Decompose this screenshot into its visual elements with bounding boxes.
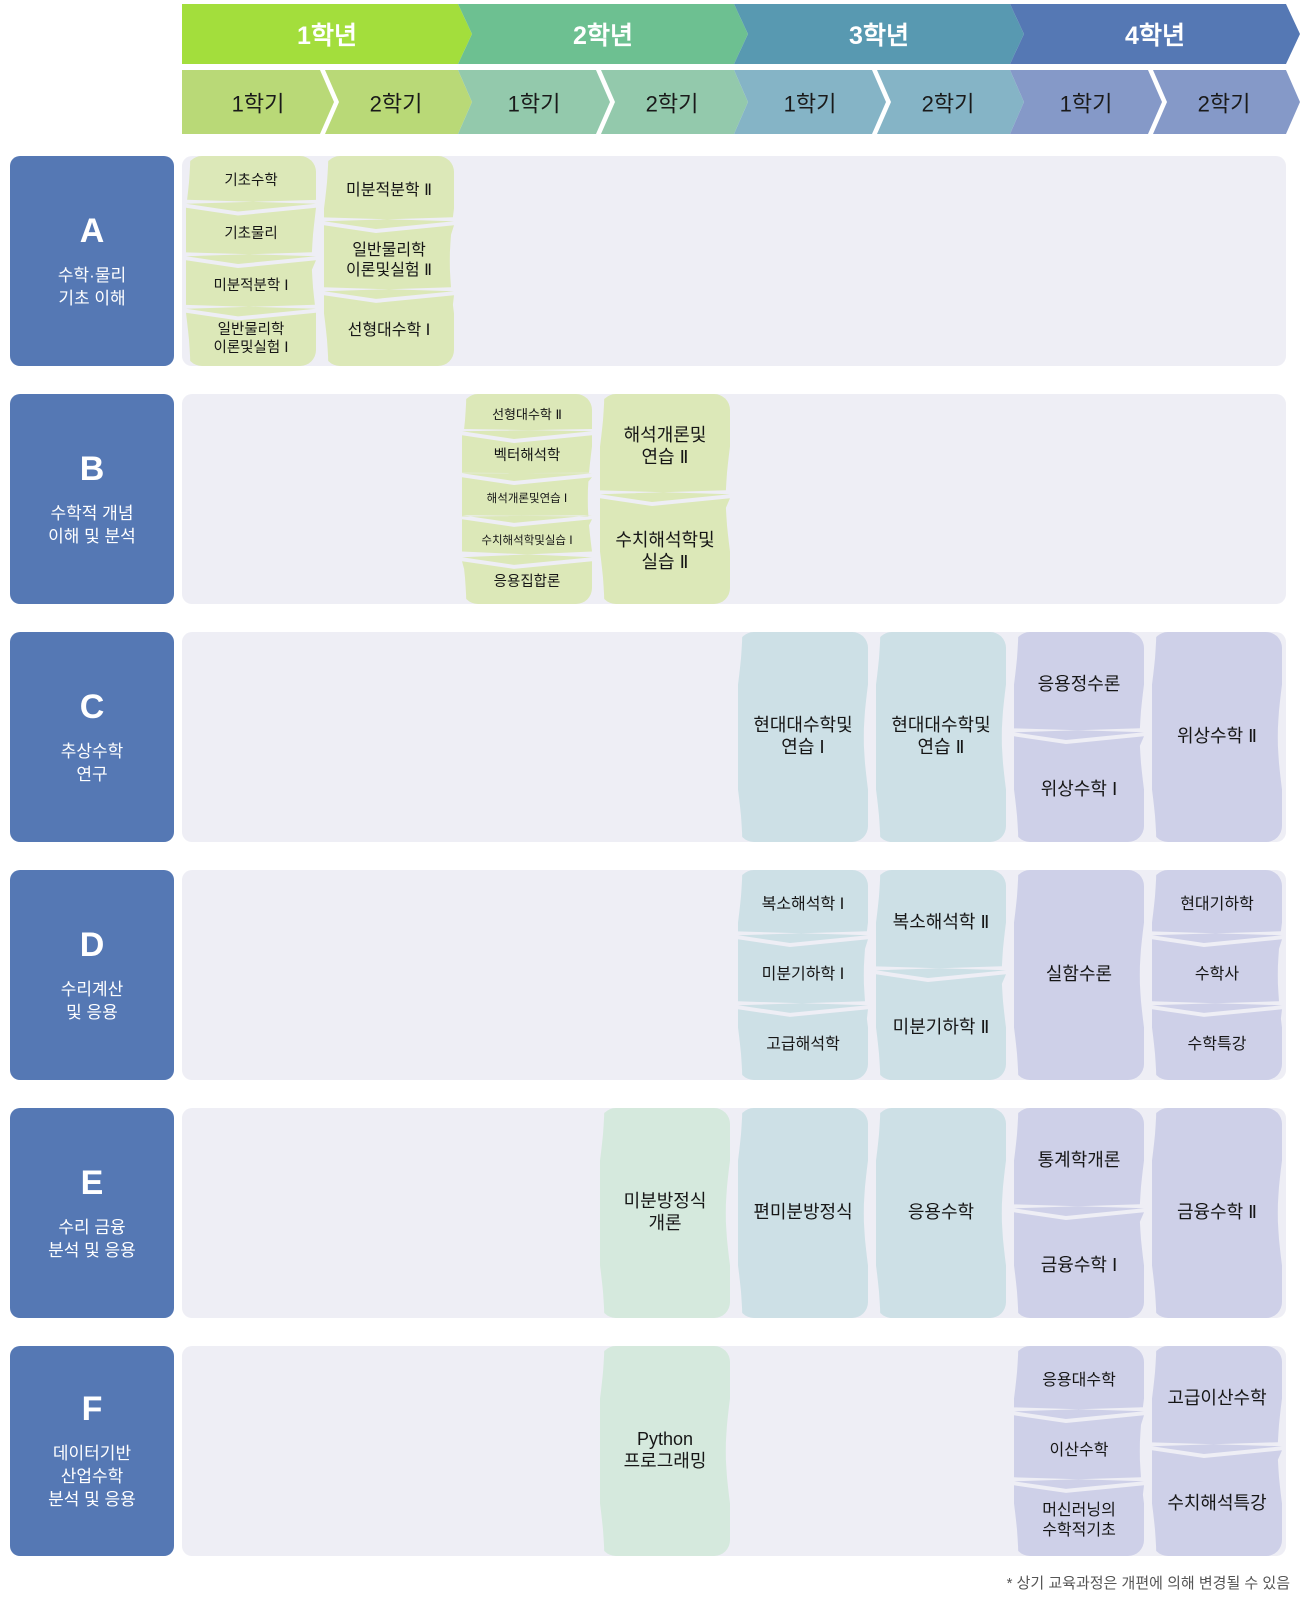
svg-text:2학기: 2학기 <box>1198 92 1251 117</box>
svg-text:1학기: 1학기 <box>1060 92 1113 117</box>
svg-text:1학년: 1학년 <box>297 22 357 50</box>
svg-text:1학기: 1학기 <box>784 92 837 117</box>
svg-text:1학기: 1학기 <box>232 92 285 117</box>
svg-text:2학기: 2학기 <box>370 92 423 117</box>
svg-text:1학기: 1학기 <box>508 92 561 117</box>
svg-text:4학년: 4학년 <box>1125 22 1185 50</box>
svg-text:2학기: 2학기 <box>922 92 975 117</box>
svg-text:3학년: 3학년 <box>849 22 909 50</box>
svg-text:2학기: 2학기 <box>646 92 699 117</box>
svg-text:2학년: 2학년 <box>573 22 633 50</box>
